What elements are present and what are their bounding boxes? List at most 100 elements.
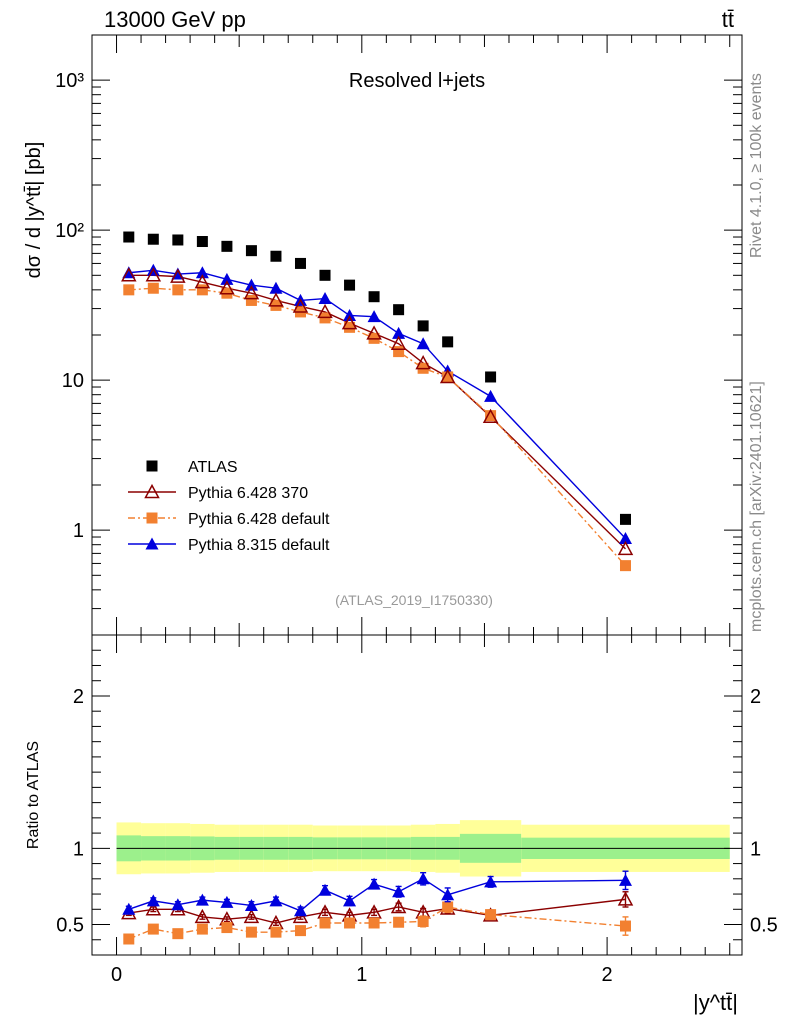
data-point	[147, 233, 159, 245]
data-point	[390, 335, 407, 350]
ratio-point	[270, 926, 282, 938]
data-point	[341, 315, 358, 330]
data-point	[439, 368, 456, 384]
legend-marker	[145, 537, 159, 550]
x-tick-label: 1	[356, 964, 367, 986]
rivet-label: Rivet 4.1.0, ≥ 100k events	[748, 73, 765, 258]
data-point	[219, 280, 235, 295]
ratio-y-tick-label-left: 0.5	[56, 915, 84, 937]
data-point	[442, 371, 454, 383]
ratio-point	[145, 901, 162, 916]
data-point	[172, 234, 184, 246]
ratio-point	[416, 872, 430, 885]
ratio-y-tick-label-right: 1	[750, 838, 761, 860]
data-point	[268, 292, 284, 307]
markers-pythia-6-428-370	[121, 267, 634, 556]
legend-entry: Pythia 6.428 370	[128, 483, 308, 502]
ratio-point	[293, 904, 307, 917]
data-point	[170, 268, 186, 283]
legend-entry: Pythia 6.428 default	[128, 511, 330, 528]
y-tick-label: 10²	[55, 220, 84, 242]
legend-label: ATLAS	[188, 459, 238, 476]
data-point	[619, 513, 631, 525]
data-point	[367, 310, 381, 323]
data-point	[244, 278, 258, 291]
series-line	[128, 269, 626, 539]
series-line	[128, 274, 626, 550]
series-3	[128, 269, 626, 539]
data-point	[393, 304, 405, 316]
data-point	[121, 267, 137, 282]
data-point	[366, 325, 382, 340]
data-point	[220, 272, 234, 285]
legend-entry: Pythia 8.315 default	[128, 537, 330, 554]
ratio-point	[244, 898, 258, 911]
main-y-axis-label: dσ / d |y^tt̄| [pb]	[23, 142, 45, 279]
data-point	[245, 294, 257, 306]
data-point	[484, 389, 498, 402]
ratio-point	[392, 885, 406, 898]
data-point	[482, 408, 499, 424]
ratio-series-1	[123, 900, 631, 945]
ratio-point	[123, 933, 135, 945]
data-point	[415, 354, 431, 370]
main-panel: 1 10 10² 10³ Resolved l+jets (ATLAS_2019_I1…	[23, 34, 743, 636]
ratio-line	[128, 898, 626, 924]
ratio-point	[146, 894, 160, 907]
data-point	[123, 231, 135, 243]
data-point	[417, 320, 429, 332]
series-2	[128, 287, 627, 567]
ratio-point	[343, 894, 357, 907]
ratio-point	[441, 888, 455, 901]
data-point	[617, 540, 634, 556]
data-point	[269, 281, 283, 294]
ratio-point	[485, 909, 497, 921]
ratio-point	[442, 901, 454, 913]
ratio-point	[393, 916, 405, 928]
ratio-point	[221, 922, 233, 934]
ratio-point	[194, 908, 211, 924]
data-point	[172, 284, 184, 296]
process-label: tt̄	[722, 7, 734, 32]
ratio-point	[196, 923, 208, 935]
y-tick-label: 10	[62, 370, 84, 392]
ratio-y-axis-label: Ratio to ATLAS	[25, 741, 42, 849]
data-point	[319, 269, 331, 281]
data-point	[619, 560, 631, 572]
markers-atlas	[123, 231, 631, 525]
data-point	[292, 298, 309, 313]
ratio-point	[618, 873, 632, 886]
series-1	[128, 274, 626, 550]
data-point	[196, 284, 208, 296]
data-point	[485, 410, 497, 422]
ratio-series-2	[122, 870, 632, 917]
ratio-point	[367, 877, 381, 890]
ratio-point	[243, 908, 260, 924]
x-tick-label: 0	[111, 964, 122, 986]
ratio-frame	[91, 634, 743, 956]
ratio-panel: 0.5 0.5 1 1 2 2 0 1 2 Ratio to ATLAS |y^tt̄|	[25, 634, 778, 1015]
ratio-point	[147, 923, 159, 935]
legend-marker	[146, 512, 158, 524]
x-axis-label: |y^tt̄|	[693, 990, 738, 1015]
data-point	[343, 308, 357, 321]
legend-marker	[144, 483, 160, 499]
data-point	[344, 321, 356, 333]
analysis-label: (ATLAS_2019_I1750330)	[335, 592, 493, 608]
series-line	[128, 287, 627, 567]
ratio-point	[220, 895, 234, 908]
data-point	[344, 279, 356, 291]
ratio-point	[294, 925, 306, 937]
data-point	[368, 291, 380, 303]
ratio-point	[484, 875, 498, 888]
x-tick-label: 2	[602, 964, 613, 986]
ratio-point	[390, 898, 407, 914]
legend-marker	[146, 460, 158, 472]
legend-entry: ATLAS	[146, 459, 238, 476]
mcplots-label: mcplots.cern.ch [arXiv:2401.10621]	[748, 381, 765, 632]
data-point	[618, 531, 632, 544]
data-point	[243, 285, 260, 300]
data-point	[392, 326, 406, 339]
data-point	[221, 240, 233, 252]
